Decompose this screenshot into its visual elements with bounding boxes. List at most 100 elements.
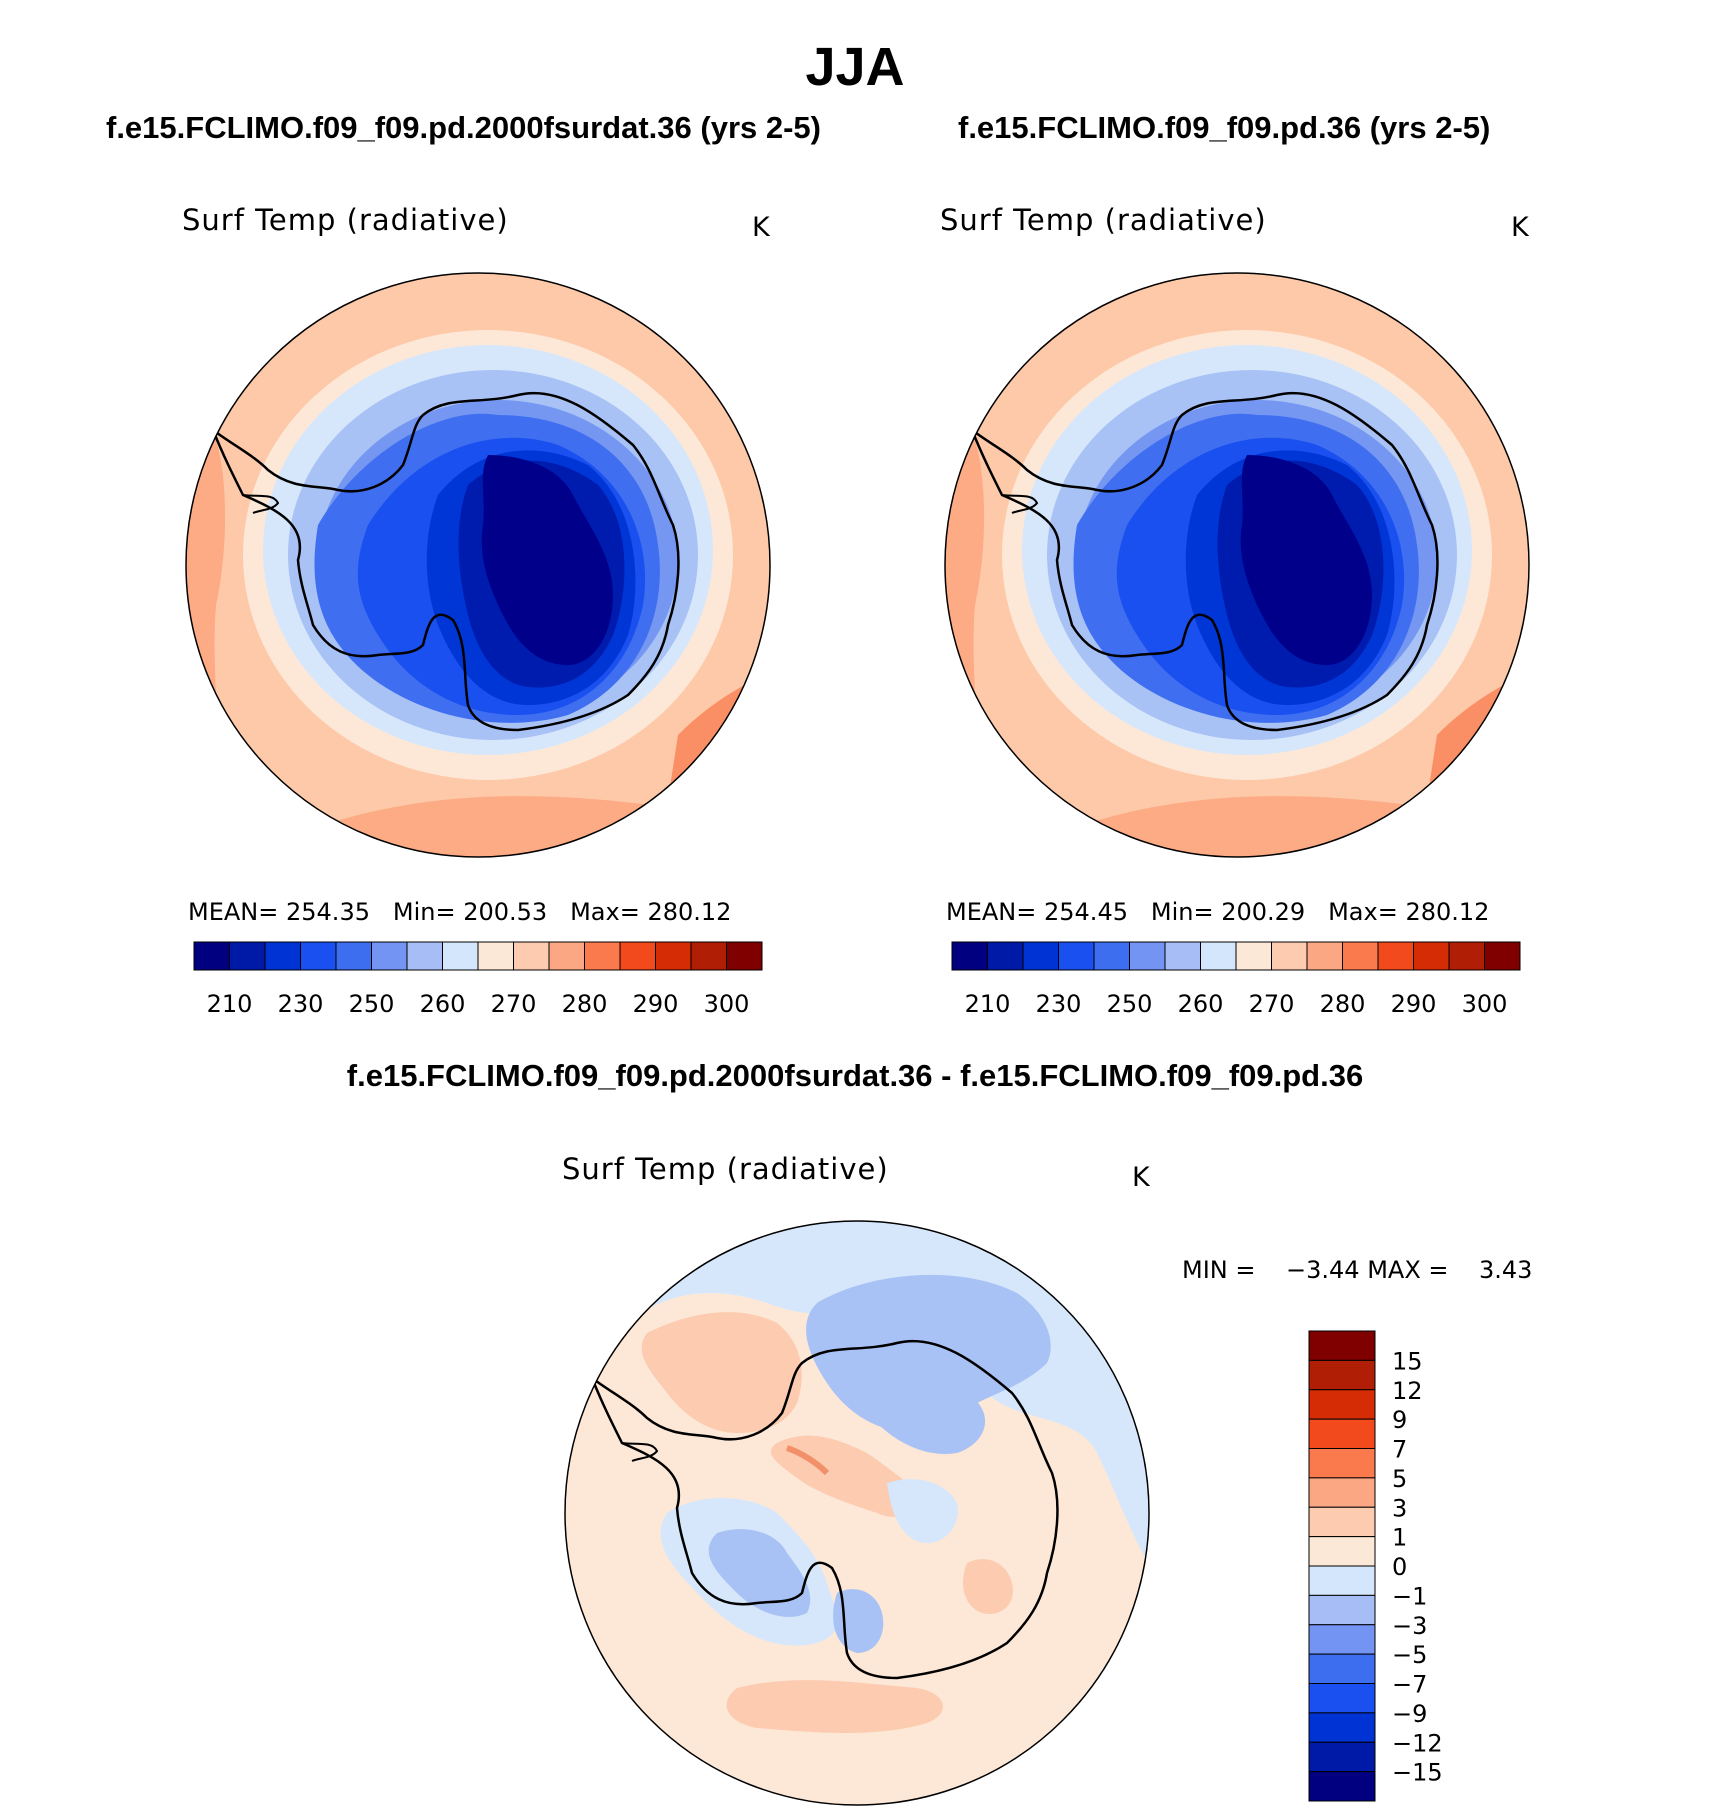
right-colorbar-tick-label: 270 <box>1249 990 1295 1018</box>
difference-title: f.e15.FCLIMO.f09_f09.pd.2000fsurdat.36 -… <box>346 1058 1364 1093</box>
left-colorbar-swatch <box>548 941 585 971</box>
main-title: JJA <box>805 37 905 97</box>
right-panel-case-title: f.e15.FCLIMO.f09_f09.pd.36 (yrs 2-5) <box>958 110 1491 145</box>
difference-colorbar-swatch <box>1308 1565 1376 1596</box>
diff-min-value: −3.44 <box>1286 1256 1360 1284</box>
difference-colorbar-swatch <box>1308 1477 1376 1508</box>
left-colorbar-tick-label: 280 <box>562 990 608 1018</box>
difference-colorbar-swatch <box>1308 1683 1376 1714</box>
difference-colorbar-tick-label: −15 <box>1392 1759 1443 1787</box>
difference-min-max: MIN = −3.44 MAX = 3.43 <box>1182 1256 1532 1284</box>
difference-colorbar-swatch <box>1308 1712 1376 1743</box>
right-mean-value: 254.45 <box>1044 898 1128 926</box>
left-map-boundary <box>185 272 771 858</box>
difference-colorbar-tick-label: 15 <box>1392 1347 1423 1375</box>
left-colorbar-swatch <box>477 941 514 971</box>
difference-colorbar-swatch <box>1308 1594 1376 1626</box>
difference-colorbar-tick-label: 3 <box>1392 1494 1407 1522</box>
right-colorbar-swatch <box>1377 941 1414 971</box>
difference-colorbar-swatch <box>1308 1653 1376 1684</box>
difference-colorbar-swatch <box>1308 1448 1376 1479</box>
left-colorbar-tick-label: 210 <box>207 990 253 1018</box>
left-colorbar-tick-label: 300 <box>704 990 750 1018</box>
left-mean-value: 254.35 <box>286 898 370 926</box>
right-panel-variable: Surf Temp (radiative) <box>940 203 1267 237</box>
difference-colorbar-tick-label: −9 <box>1392 1700 1427 1728</box>
right-colorbar-tick-label: 260 <box>1178 990 1224 1018</box>
right-colorbar-swatch <box>1093 941 1130 971</box>
right-colorbar: 210 230 250 260 270 280 290 300 <box>951 941 1521 1018</box>
diff-max-value: 3.43 <box>1479 1256 1533 1284</box>
difference-unit: K <box>1132 1162 1150 1193</box>
right-max-value: 280.12 <box>1405 898 1490 926</box>
difference-colorbar-tick-label: 7 <box>1392 1436 1407 1464</box>
right-map-boundary <box>944 272 1530 858</box>
difference-variable: Surf Temp (radiative) <box>562 1152 889 1186</box>
left-polar-map <box>186 273 770 857</box>
right-max-label: Max= <box>1328 898 1398 926</box>
left-colorbar-tick-label: 270 <box>491 990 537 1018</box>
right-polar-map <box>945 273 1529 857</box>
right-mean-label: MEAN= <box>946 898 1037 926</box>
left-panel-case-title: f.e15.FCLIMO.f09_f09.pd.2000fsurdat.36 (… <box>106 110 821 145</box>
left-colorbar-swatch <box>584 941 621 971</box>
right-colorbar-tick-label: 300 <box>1462 990 1508 1018</box>
right-colorbar-swatch <box>1058 941 1095 971</box>
diff-max-label: MAX = <box>1367 1256 1449 1284</box>
difference-colorbar-swatch <box>1308 1536 1376 1567</box>
difference-colorbar-tick-label: 0 <box>1392 1553 1407 1581</box>
difference-colorbar-swatch <box>1308 1506 1376 1538</box>
left-panel-variable: Surf Temp (radiative) <box>182 203 509 237</box>
right-min-label: Min= <box>1150 898 1214 926</box>
left-colorbar-swatch <box>335 941 372 971</box>
difference-colorbar-tick-label: 9 <box>1392 1406 1407 1434</box>
left-colorbar-tick-label: 290 <box>633 990 679 1018</box>
difference-colorbar-swatch <box>1308 1418 1376 1449</box>
left-colorbar-swatch <box>229 941 266 971</box>
left-colorbar-swatch <box>406 941 443 971</box>
right-colorbar-swatch <box>1413 941 1450 971</box>
difference-colorbar-tick-label: 5 <box>1392 1465 1407 1493</box>
left-colorbar-swatch <box>264 941 301 971</box>
left-colorbar-swatch <box>655 941 692 971</box>
right-colorbar-swatch <box>1235 941 1272 971</box>
left-colorbar-tick-label: 230 <box>278 990 324 1018</box>
difference-colorbar-swatch <box>1308 1771 1376 1802</box>
left-colorbar: 210 230 250 260 270 280 290 300 <box>193 941 763 1018</box>
right-colorbar-swatch <box>1164 941 1201 971</box>
difference-polar-map <box>557 1213 1157 1810</box>
left-panel-stats: MEAN= 254.35 Min= 200.53 Max= 280.12 <box>188 898 731 926</box>
difference-map-boundary <box>564 1220 1150 1806</box>
left-max-value: 280.12 <box>647 898 732 926</box>
right-colorbar-swatch <box>1342 941 1379 971</box>
left-colorbar-swatch <box>300 941 337 971</box>
right-colorbar-swatch <box>1271 941 1308 971</box>
difference-colorbar-tick-label: −5 <box>1392 1641 1427 1669</box>
right-colorbar-swatch <box>1022 941 1059 971</box>
diff-min-label: MIN = <box>1182 1256 1256 1284</box>
left-min-value: 200.53 <box>463 898 548 926</box>
difference-colorbar-tick-label: −12 <box>1392 1729 1443 1757</box>
difference-colorbar-tick-label: −7 <box>1392 1671 1427 1699</box>
right-panel-unit: K <box>1511 212 1529 243</box>
difference-colorbar-swatch <box>1308 1624 1376 1655</box>
left-panel-unit: K <box>752 212 770 243</box>
right-colorbar-tick-label: 230 <box>1036 990 1082 1018</box>
right-colorbar-tick-label: 280 <box>1320 990 1366 1018</box>
left-colorbar-swatch <box>442 941 479 971</box>
left-mean-label: MEAN= <box>188 898 279 926</box>
right-panel-stats: MEAN= 254.45 Min= 200.29 Max= 280.12 <box>946 898 1489 926</box>
right-min-value: 200.29 <box>1221 898 1306 926</box>
left-colorbar-tick-label: 260 <box>420 990 466 1018</box>
right-colorbar-tick-label: 250 <box>1107 990 1153 1018</box>
right-colorbar-swatch <box>1448 941 1485 971</box>
right-colorbar-swatch <box>1484 941 1521 971</box>
right-colorbar-swatch <box>1200 941 1237 971</box>
difference-colorbar-swatch <box>1308 1330 1376 1361</box>
difference-colorbar-tick-label: 12 <box>1392 1377 1423 1405</box>
difference-colorbar-tick-label: 1 <box>1392 1524 1407 1552</box>
left-colorbar-swatch <box>193 941 230 971</box>
difference-colorbar-tick-label: −1 <box>1392 1582 1427 1610</box>
